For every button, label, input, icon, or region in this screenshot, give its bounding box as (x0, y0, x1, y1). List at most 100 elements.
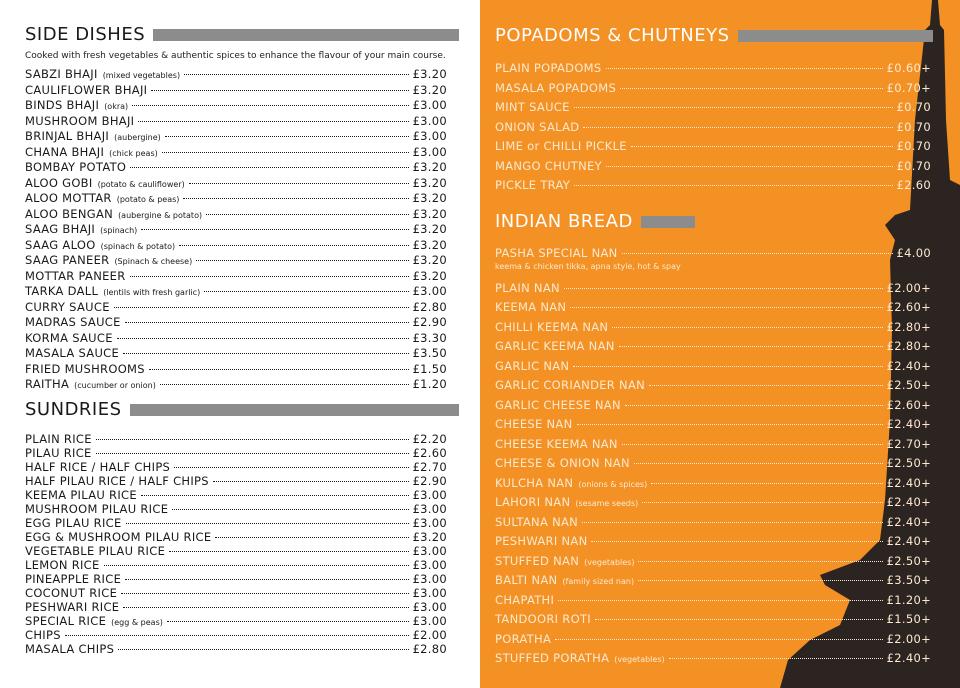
item-price: £2.80 (412, 299, 447, 314)
leader-dots (573, 107, 893, 108)
item-price: £3.00 (412, 614, 447, 628)
leader-dots (612, 326, 883, 328)
item-price: £2.20 (412, 432, 447, 446)
menu-item: LAHORI NAN (sesame seeds) £2.40+ (495, 495, 931, 509)
menu-item: CHILLI KEEMA NAN £2.80+ (495, 320, 931, 334)
item-price: £0.70 (896, 100, 931, 114)
item-price: £3.20 (412, 191, 447, 205)
leader-dots (179, 244, 409, 246)
item-price: £3.00 (412, 98, 447, 112)
leader-dots (212, 481, 409, 482)
item-price: £1.20 (412, 377, 447, 391)
menu-item: CURRY SAUCE £2.80 (25, 300, 447, 314)
item-name: MASALA SAUCE (25, 346, 120, 360)
item-price: £3.20 (412, 67, 447, 81)
menu-item: STUFFED NAN (vegetables) £2.50+ (495, 554, 931, 568)
item-note: (cucumber or onion) (74, 381, 156, 390)
leader-dots (638, 560, 883, 562)
leader-dots (103, 565, 409, 566)
leader-dots (649, 385, 883, 386)
item-price: £2.40+ (886, 514, 931, 529)
leader-dots (113, 306, 409, 308)
item-name: PLAIN POPADOMS (495, 61, 602, 75)
leader-dots (188, 182, 409, 184)
item-name: CHILLI KEEMA NAN (495, 319, 609, 334)
menu-item: ALOO BENGAN (aubergine & potato) £3.20 (25, 207, 447, 221)
leader-dots (605, 68, 883, 69)
item-price: £3.00 (412, 488, 447, 502)
item-name: BALTI NAN (495, 573, 558, 587)
menu-item: PINEAPPLE RICE £3.00 (25, 572, 447, 586)
leader-dots (125, 523, 409, 524)
item-name: PORATHA (495, 631, 552, 646)
menu-item: COCONUT RICE £3.00 (25, 586, 447, 600)
item-price: £3.00 (412, 586, 447, 600)
item-price: £2.60 (412, 446, 447, 460)
title-bar (153, 28, 459, 41)
leader-dots (161, 151, 409, 153)
item-name: TANDOORI ROTI (495, 612, 591, 626)
item-price: £4.00 (896, 246, 931, 260)
leader-dots (620, 87, 883, 89)
item-name: ALOO GOBI (25, 175, 93, 190)
item-note: (lentils with fresh garlic) (103, 288, 201, 297)
leader-dots (570, 307, 883, 308)
menu-item: GARLIC CORIANDER NAN £2.50+ (495, 378, 931, 392)
leader-dots (166, 621, 409, 622)
item-name: GARLIC CHEESE NAN (495, 397, 621, 412)
menu-item: KEEMA NAN £2.60+ (495, 300, 931, 314)
menu-item: BOMBAY POTATO £3.20 (25, 160, 447, 174)
leader-dots (555, 638, 883, 640)
item-price: £3.30 (412, 330, 447, 345)
menu-item: MASALA CHIPS £2.80 (25, 642, 447, 656)
leader-dots (204, 291, 409, 292)
leader-dots (148, 368, 409, 370)
item-name: PLAIN RICE (25, 432, 92, 446)
leader-dots (621, 253, 893, 254)
item-name: LEMON RICE (25, 558, 100, 572)
section-title-row: SIDE DISHES (25, 24, 459, 45)
item-price: £2.40+ (886, 495, 931, 509)
menu-item: EGG PILAU RICE £3.00 (25, 516, 447, 530)
item-name: GARLIC CORIANDER NAN (495, 378, 646, 392)
item-price: £2.60 (896, 178, 931, 192)
item-note: (spinach) (100, 226, 138, 235)
item-price: £2.50+ (886, 456, 931, 470)
leader-dots (574, 185, 893, 186)
item-price: £1.50+ (886, 612, 931, 626)
item-name: TARKA DALL (25, 284, 99, 298)
item-price: £3.00 (412, 502, 447, 516)
menu-item: LIME or CHILLI PICKLE £0.70 (495, 139, 931, 153)
item-name: PESHWARI NAN (495, 534, 588, 548)
item-name: KEEMA NAN (495, 300, 567, 314)
menu-item: BINDS BHAJI (okra) £3.00 (25, 98, 447, 112)
leader-dots (668, 658, 883, 659)
leader-dots (64, 635, 409, 636)
item-note: (onions & spices) (578, 479, 648, 489)
item-price: £2.40+ (886, 475, 931, 490)
leader-dots (118, 649, 409, 650)
menu-item: PORATHA £2.00+ (495, 632, 931, 646)
item-price: £0.60+ (886, 61, 931, 75)
item-name: KULCHA NAN (495, 475, 574, 490)
menu-item: PLAIN NAN £2.00+ (495, 281, 931, 295)
item-note: (Spinach & cheese) (114, 257, 193, 266)
menu-item: SABZI BHAJI (mixed vegetables) £3.20 (25, 67, 447, 81)
item-price: £2.40+ (886, 651, 931, 665)
item-name: CURRY SAUCE (25, 299, 110, 314)
menu-item: EGG & MUSHROOM PILAU RICE £3.20 (25, 530, 447, 544)
item-name: SULTANA NAN (495, 514, 579, 529)
menu-item: STUFFED PORATHA (vegetables) £2.40+ (495, 651, 931, 665)
leader-dots (621, 443, 883, 445)
item-name: HALF PILAU RICE / HALF CHIPS (25, 474, 209, 488)
menu-item: TARKA DALL (lentils with fresh garlic) £3.… (25, 284, 447, 298)
item-price: £2.50+ (886, 553, 931, 568)
menu-item: HALF RICE / HALF CHIPS £2.70 (25, 460, 447, 474)
item-name: LAHORI NAN (495, 495, 571, 509)
item-name: STUFFED NAN (495, 553, 580, 568)
menu-item: BRINJAL BHAJI (aubergine) £3.00 (25, 129, 447, 143)
menu-item: PLAIN RICE £2.20 (25, 432, 447, 446)
leader-dots (633, 463, 883, 464)
title-bar (737, 29, 933, 42)
